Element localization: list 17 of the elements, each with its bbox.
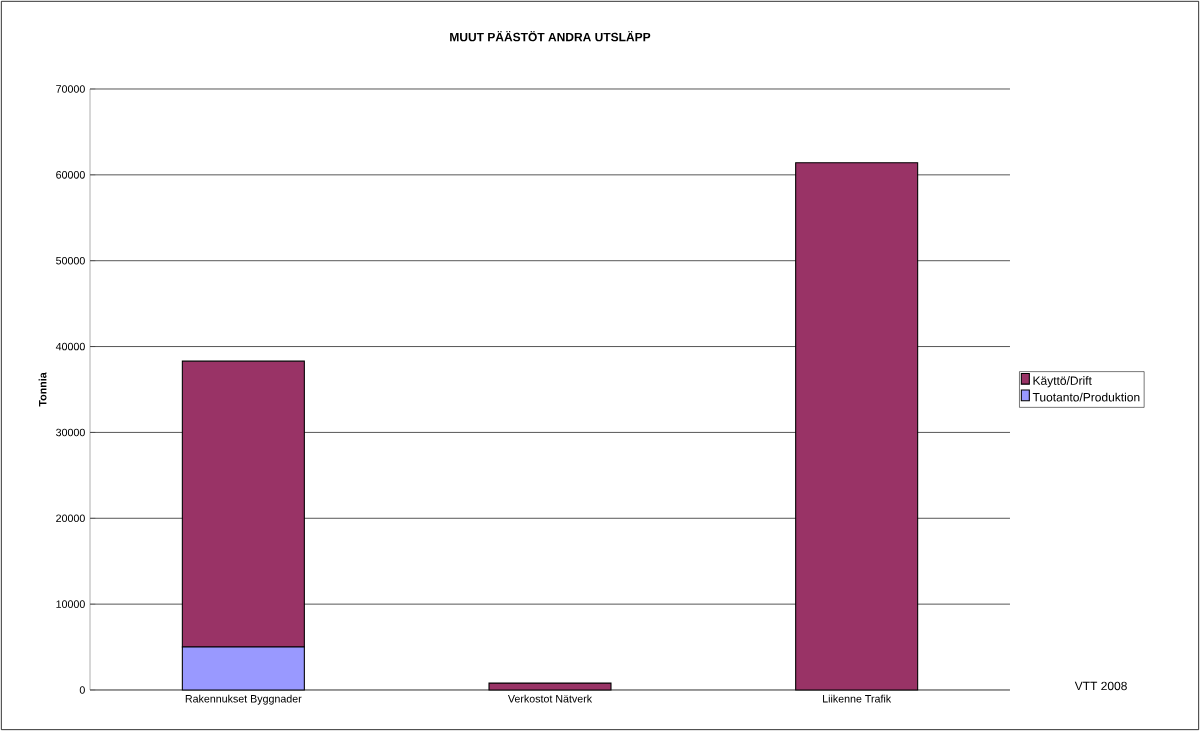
text: VTT 2008 [1074,681,1127,691]
chart-title: MUUT PÄÄSTÖT ANDRA UTSLÄPP [450,30,651,42]
y-tick-label: 60000 [56,171,85,179]
y-tick-label: 10000 [56,600,85,608]
x-tick-label: Liikenne Trafik [823,694,892,703]
x-tick-label: Verkostot Nätverk [507,694,593,703]
x-tick-label: Rakennukset Byggnader [185,694,302,705]
legend-label: Käyttö/Drift [1033,376,1092,388]
y-tick-label: 50000 [56,256,85,265]
legend-label: Tuotanto/Produktion [1032,392,1140,402]
y-axis-title: Tonnia [38,372,47,407]
y-tick-label: 30000 [56,428,85,437]
y-tick-label: 70000 [56,85,85,93]
y-tick-label: 0 [79,686,85,694]
bar [488,682,612,691]
y-tick-label: 20000 [56,514,85,523]
y-tick-label: 40000 [55,342,85,351]
